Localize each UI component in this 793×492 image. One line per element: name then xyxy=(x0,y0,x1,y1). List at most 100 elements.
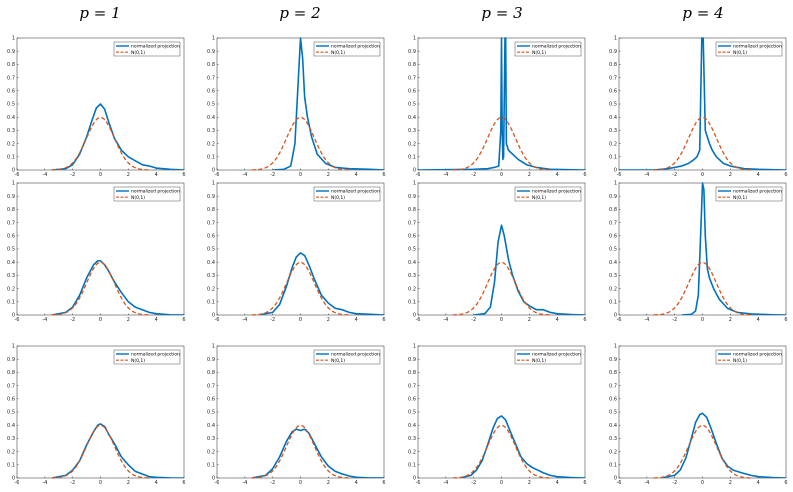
y-tick-label: 0.1 xyxy=(207,463,215,469)
y-tick-label: 0 xyxy=(212,168,215,174)
x-tick-label: 2 xyxy=(127,317,130,323)
y-tick-label: 0.7 xyxy=(7,383,15,389)
y-tick-label: 0.3 xyxy=(207,273,215,279)
projection-line xyxy=(272,37,384,170)
x-tick-label: 6 xyxy=(583,317,586,323)
y-tick-label: 0.8 xyxy=(609,370,617,376)
y-tick-label: 1 xyxy=(614,36,617,42)
legend-box xyxy=(113,186,181,202)
y-tick-label: 0.5 xyxy=(207,247,215,253)
legend-box xyxy=(313,41,381,57)
x-tick-label: -4 xyxy=(644,480,649,486)
subplot: 0 0.1 0.2 0.3 0.4 0.5 0.6 0.7 0.8 0.9 1 -6 -4 -2 0 2 4 6 n… xyxy=(408,36,587,178)
y-tick-label: 0.3 xyxy=(408,128,416,134)
x-tick-label: 2 xyxy=(528,317,531,323)
normal-reference-line xyxy=(452,424,551,479)
y-tick-label: 0.6 xyxy=(7,89,15,95)
y-tick-label: 0.5 xyxy=(7,410,15,416)
y-tick-label: 1 xyxy=(212,181,215,187)
x-tick-label: 4 xyxy=(556,317,559,323)
y-tick-label: 0.9 xyxy=(207,49,215,55)
legend-box xyxy=(514,349,582,365)
x-tick-label: -4 xyxy=(42,172,47,178)
legend-label-normal: N(0,1) xyxy=(131,358,145,364)
y-tick-label: 0.7 xyxy=(609,75,617,81)
legend-label-normal: N(0,1) xyxy=(532,195,546,201)
normal-reference-line xyxy=(653,261,752,316)
y-tick-label: 0.2 xyxy=(207,141,215,147)
y-tick-label: 0.1 xyxy=(408,300,416,306)
x-tick-label: -2 xyxy=(672,317,677,323)
subplot: 0 0.1 0.2 0.3 0.4 0.5 0.6 0.7 0.8 0.9 1 -6 -4 -2 0 2 4 6 n… xyxy=(408,344,587,486)
axes-box xyxy=(16,182,185,316)
axes-box xyxy=(216,37,385,171)
y-tick-label: 0.1 xyxy=(408,463,416,469)
x-tick-label: 4 xyxy=(556,480,559,486)
x-tick-label: 6 xyxy=(182,172,185,178)
subplot: 0 0.1 0.2 0.3 0.4 0.5 0.6 0.7 0.8 0.9 1 -6 -4 -2 0 2 4 6 n… xyxy=(207,181,386,323)
normal-reference-line xyxy=(251,424,350,479)
y-tick-label: 1 xyxy=(413,36,416,42)
column-title: p = 3 xyxy=(481,4,522,22)
axes-box xyxy=(216,345,385,479)
y-tick-label: 0.3 xyxy=(7,273,15,279)
x-tick-label: -4 xyxy=(644,172,649,178)
x-tick-label: -6 xyxy=(215,480,220,486)
y-tick-label: 0.9 xyxy=(609,194,617,200)
legend-label-normal: N(0,1) xyxy=(532,358,546,364)
y-tick-label: 0.6 xyxy=(408,89,416,95)
y-tick-label: 1 xyxy=(413,181,416,187)
y-tick-label: 0.1 xyxy=(609,155,617,161)
x-tick-label: 0 xyxy=(99,480,102,486)
y-tick-label: 0 xyxy=(12,168,15,174)
y-tick-label: 1 xyxy=(614,181,617,187)
x-tick-label: -4 xyxy=(242,172,247,178)
y-tick-label: 0.8 xyxy=(609,207,617,213)
y-tick-label: 0.1 xyxy=(609,463,617,469)
legend-label-normal: N(0,1) xyxy=(131,50,145,56)
normal-reference-line xyxy=(51,116,150,171)
y-tick-label: 0.3 xyxy=(408,436,416,442)
y-tick-label: 0.8 xyxy=(207,207,215,213)
legend-box xyxy=(313,349,381,365)
y-tick-label: 0.5 xyxy=(7,102,15,108)
y-tick-label: 0.4 xyxy=(7,260,15,266)
y-tick-label: 0.8 xyxy=(7,370,15,376)
y-tick-label: 0.9 xyxy=(207,357,215,363)
y-tick-label: 0.5 xyxy=(207,410,215,416)
legend-label-normal: N(0,1) xyxy=(131,195,145,201)
y-tick-label: 0.7 xyxy=(207,75,215,81)
y-tick-label: 0.6 xyxy=(7,397,15,403)
x-tick-label: -2 xyxy=(471,317,476,323)
y-tick-label: 0.4 xyxy=(7,115,15,121)
legend-label-normal: N(0,1) xyxy=(532,50,546,56)
y-tick-label: 0.4 xyxy=(408,423,416,429)
legend-box xyxy=(514,186,582,202)
y-tick-label: 0.5 xyxy=(408,102,416,108)
y-tick-label: 0.5 xyxy=(7,247,15,253)
y-tick-label: 0.9 xyxy=(7,49,15,55)
x-tick-label: 2 xyxy=(729,317,732,323)
y-tick-label: 1 xyxy=(614,344,617,350)
column-title: p = 2 xyxy=(279,4,320,22)
legend-label-projection: normalized projection xyxy=(532,44,581,50)
legend-label-projection: normalized projection xyxy=(733,189,782,195)
y-tick-label: 1 xyxy=(413,344,416,350)
x-tick-label: 0 xyxy=(701,317,704,323)
y-tick-label: 0.2 xyxy=(207,449,215,455)
subplot: 0 0.1 0.2 0.3 0.4 0.5 0.6 0.7 0.8 0.9 1 -6 -4 -2 0 2 4 6 n… xyxy=(7,344,186,486)
y-tick-label: 0.4 xyxy=(207,115,215,121)
y-tick-label: 0.8 xyxy=(609,62,617,68)
y-tick-label: 0.7 xyxy=(7,220,15,226)
x-tick-label: -6 xyxy=(617,172,622,178)
y-tick-label: 0.8 xyxy=(207,62,215,68)
normal-reference-line xyxy=(51,424,150,479)
x-tick-label: 0 xyxy=(99,172,102,178)
